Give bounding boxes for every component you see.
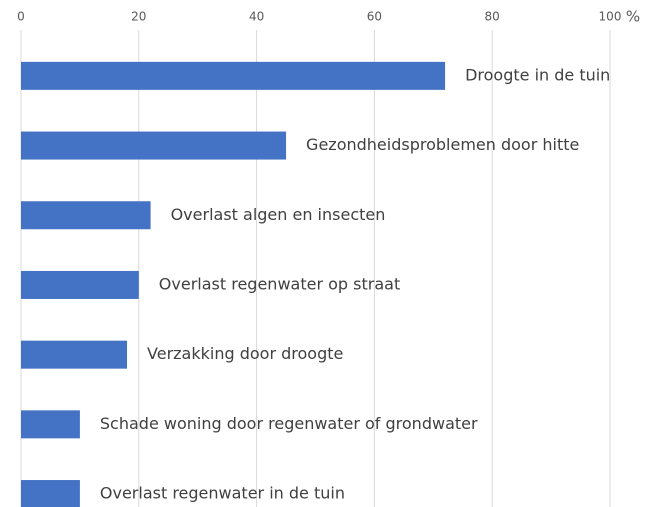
category-label: Overlast regenwater op straat (159, 274, 400, 293)
bar (21, 410, 80, 439)
category-label: Verzakking door droogte (147, 344, 343, 363)
bar (21, 131, 287, 160)
category-label: Droogte in de tuin (465, 65, 610, 84)
category-label: Overlast algen en insecten (171, 205, 386, 224)
x-tick-label: 0 (17, 10, 25, 24)
x-tick-label: 60 (367, 10, 382, 24)
bar (21, 270, 139, 299)
x-tick-label: 20 (131, 10, 146, 24)
bar (21, 340, 128, 369)
category-label: Gezondheidsproblemen door hitte (306, 135, 579, 154)
bar (21, 61, 446, 90)
bar (21, 201, 151, 230)
x-axis-label: % (626, 8, 640, 26)
category-label: Overlast regenwater in de tuin (100, 484, 345, 503)
x-tick-label: 100 (599, 10, 622, 24)
x-tick-label: 80 (485, 10, 500, 24)
bar (21, 480, 80, 507)
x-tick-label: 40 (249, 10, 264, 24)
category-label: Schade woning door regenwater of grondwa… (100, 414, 478, 433)
